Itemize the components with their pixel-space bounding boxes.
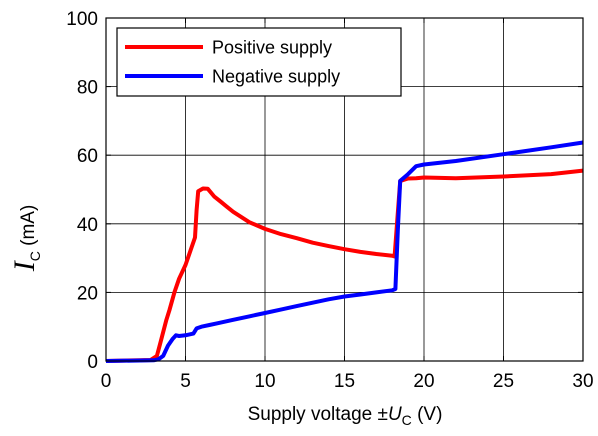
x-tick-label: 20: [413, 371, 434, 392]
axis-ticks: [105, 17, 584, 362]
x-tick-label: 10: [254, 371, 275, 392]
x-tick-label: 25: [493, 371, 514, 392]
x-tick-label: 30: [572, 371, 593, 392]
y-tick-labels: 0 20 40 60 80 100: [66, 9, 98, 373]
series-line-negative-supply: [105, 140, 584, 363]
legend: Positive supply Negative supply: [116, 27, 402, 97]
x-tick-labels: 0 5 10 15 20 25 30: [101, 371, 594, 392]
y-tick-label: 0: [87, 352, 98, 373]
legend-label: Negative supply: [212, 67, 340, 87]
y-tick-label: 60: [77, 146, 98, 167]
y-tick-label: 80: [77, 78, 98, 99]
legend-box: [116, 27, 402, 97]
x-tick-label: 15: [334, 371, 355, 392]
series-line-positive-supply: [105, 168, 584, 363]
y-tick-label: 40: [77, 215, 98, 236]
series-layer: [105, 140, 584, 363]
x-tick-label: 0: [101, 371, 112, 392]
legend-label: Positive supply: [212, 38, 332, 58]
x-tick-label: 5: [180, 371, 191, 392]
y-axis-label: IC (mA): [8, 205, 43, 273]
y-tick-label: 100: [66, 9, 98, 30]
y-tick-label: 20: [77, 283, 98, 304]
x-axis-label: Supply voltage ±UC (V): [248, 404, 443, 428]
